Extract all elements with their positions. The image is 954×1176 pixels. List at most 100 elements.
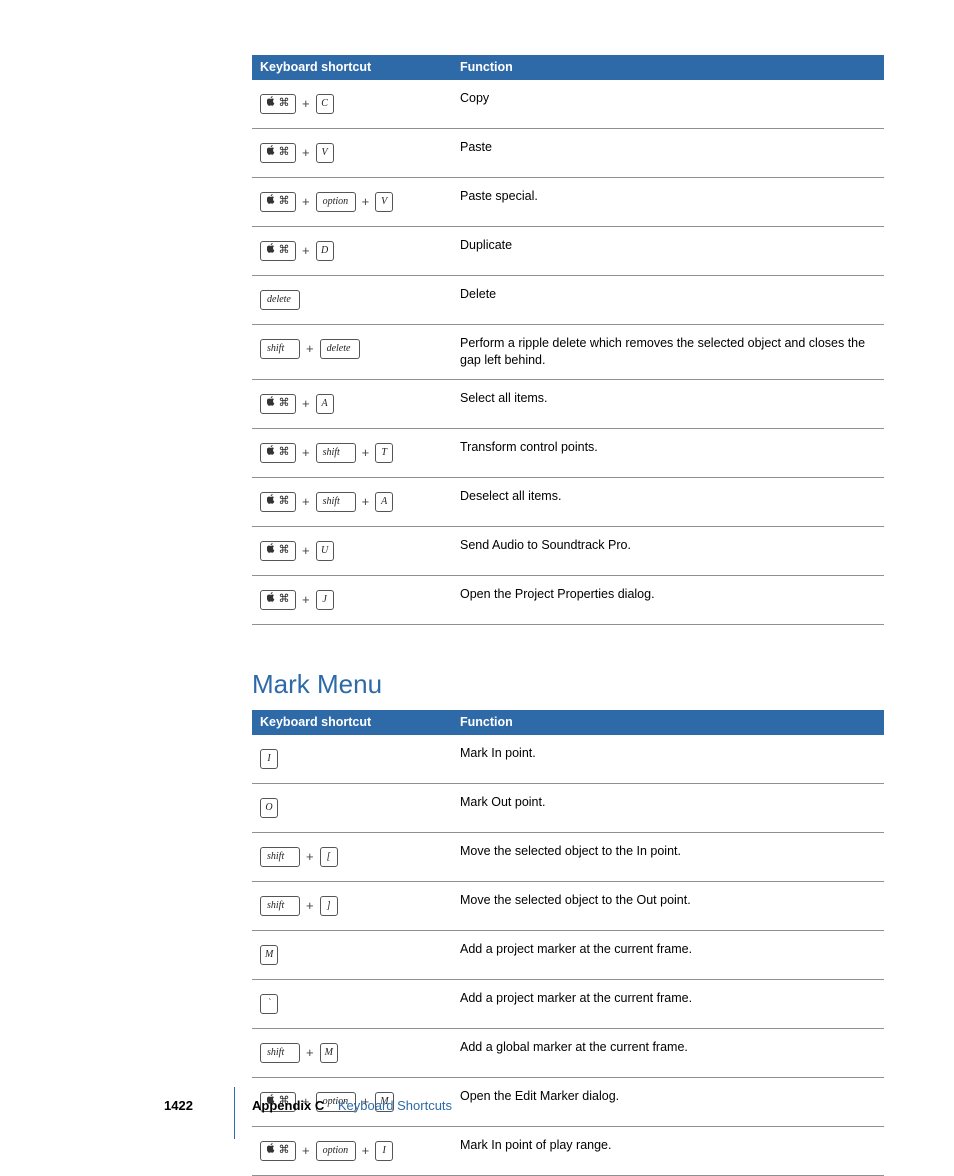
table-row: shift+]Move the selected object to the O… <box>252 881 884 930</box>
command-key: ⌘ <box>260 492 296 512</box>
command-icon: ⌘ <box>279 145 290 160</box>
shortcut-cell: I <box>252 735 452 784</box>
key-combo: ⌘ + D <box>260 241 444 261</box>
function-cell: Deselect all items. <box>452 477 884 526</box>
table-row: delete Delete <box>252 275 884 324</box>
shift-key: shift <box>260 1043 300 1063</box>
table-row: shift+deletePerform a ripple delete whic… <box>252 324 884 379</box>
shortcut-cell: ⌘+option+V <box>252 177 452 226</box>
apple-icon <box>267 592 276 608</box>
table-row: ⌘+option+IMark In point of play range. <box>252 1126 884 1175</box>
key-a-key: A <box>316 394 334 414</box>
key-combo: delete <box>260 290 444 310</box>
function-cell: Mark Out point. <box>452 783 884 832</box>
apple-icon <box>267 445 276 461</box>
col-function: Function <box>452 55 884 80</box>
col-shortcut: Keyboard shortcut <box>252 710 452 735</box>
key-v-key: V <box>375 192 393 212</box>
apple-icon <box>267 396 276 412</box>
key-i-key: I <box>375 1141 393 1161</box>
key-combo: I <box>260 749 444 769</box>
table-row: ⌘+option+VPaste special. <box>252 177 884 226</box>
shortcut-cell: ⌘+option+I <box>252 1126 452 1175</box>
key-combo: ⌘+shift+A <box>260 492 444 512</box>
plus-separator: + <box>301 1142 311 1160</box>
command-icon: ⌘ <box>279 194 290 209</box>
key-combo: M <box>260 945 444 965</box>
shortcut-cell: ⌘+C <box>252 80 452 129</box>
key-t-key: T <box>375 443 393 463</box>
apple-icon <box>267 96 276 112</box>
key-combo: ⌘+C <box>260 94 444 114</box>
command-key: ⌘ <box>260 143 296 163</box>
command-key: ⌘ <box>260 192 296 212</box>
plus-separator: + <box>361 1142 371 1160</box>
command-icon: ⌘ <box>279 494 290 509</box>
key-[-key: [ <box>320 847 338 867</box>
plus-separator: + <box>301 242 311 260</box>
key-combo: shift+M <box>260 1043 444 1063</box>
key-j-key: J <box>316 590 334 610</box>
plus-separator: + <box>361 444 371 462</box>
key-combo: shift+] <box>260 896 444 916</box>
delete-key: delete <box>320 339 360 359</box>
shortcut-cell: shift+] <box>252 881 452 930</box>
key-o-key: O <box>260 798 278 818</box>
command-icon: ⌘ <box>279 543 290 558</box>
command-key: ⌘ <box>260 241 296 261</box>
apple-icon <box>267 194 276 210</box>
function-cell: Mark In point. <box>452 735 884 784</box>
function-cell: Duplicate <box>452 226 884 275</box>
key-d-key: D <box>316 241 334 261</box>
key-combo: ⌘+V <box>260 143 444 163</box>
key-combo: ` <box>260 994 444 1014</box>
shortcut-cell: ⌘ + J <box>252 575 452 624</box>
key-c-key: C <box>316 94 334 114</box>
table-row: ⌘+shift+ADeselect all items. <box>252 477 884 526</box>
plus-separator: + <box>301 493 311 511</box>
key-u-key: U <box>316 541 334 561</box>
command-icon: ⌘ <box>279 445 290 460</box>
key-combo: ⌘+A <box>260 394 444 414</box>
shortcut-cell: O <box>252 783 452 832</box>
table-row: ⌘+A Select all items. <box>252 379 884 428</box>
function-cell: Add a project marker at the current fram… <box>452 930 884 979</box>
command-key: ⌘ <box>260 94 296 114</box>
key-`-key: ` <box>260 994 278 1014</box>
command-key: ⌘ <box>260 443 296 463</box>
key-combo: ⌘+shift+T <box>260 443 444 463</box>
apple-icon <box>267 543 276 559</box>
function-cell: Delete <box>452 275 884 324</box>
col-shortcut: Keyboard shortcut <box>252 55 452 80</box>
function-cell: Add a global marker at the current frame… <box>452 1028 884 1077</box>
plus-separator: + <box>305 340 315 358</box>
shortcut-cell: shift+[ <box>252 832 452 881</box>
key-a-key: A <box>375 492 393 512</box>
function-cell: Open the Project Properties dialog. <box>452 575 884 624</box>
plus-separator: + <box>301 591 311 609</box>
page-number: 1422 <box>164 1098 193 1113</box>
key-i-key: I <box>260 749 278 769</box>
function-cell: Mark In point of play range. <box>452 1126 884 1175</box>
table-row: ⌘ + J Open the Project Properties dialog. <box>252 575 884 624</box>
command-key: ⌘ <box>260 541 296 561</box>
shortcut-cell: M <box>252 930 452 979</box>
key-combo: shift+delete <box>260 339 444 359</box>
function-cell: Send Audio to Soundtrack Pro. <box>452 526 884 575</box>
key-combo: O <box>260 798 444 818</box>
key-]-key: ] <box>320 896 338 916</box>
delete-key: delete <box>260 290 300 310</box>
key-v-key: V <box>316 143 334 163</box>
function-cell: Move the selected object to the In point… <box>452 832 884 881</box>
shortcut-cell: ⌘+shift+A <box>252 477 452 526</box>
table-row: I Mark In point. <box>252 735 884 784</box>
page-content: Keyboard shortcut Function ⌘+CCopy⌘+VPas… <box>0 0 954 1176</box>
command-icon: ⌘ <box>279 592 290 607</box>
function-cell: Paste <box>452 128 884 177</box>
function-cell: Select all items. <box>452 379 884 428</box>
table-row: ⌘+shift+TTransform control points. <box>252 428 884 477</box>
table-row: ⌘+USend Audio to Soundtrack Pro. <box>252 526 884 575</box>
command-icon: ⌘ <box>279 396 290 411</box>
shift-key: shift <box>260 896 300 916</box>
table-row: `Add a project marker at the current fra… <box>252 979 884 1028</box>
